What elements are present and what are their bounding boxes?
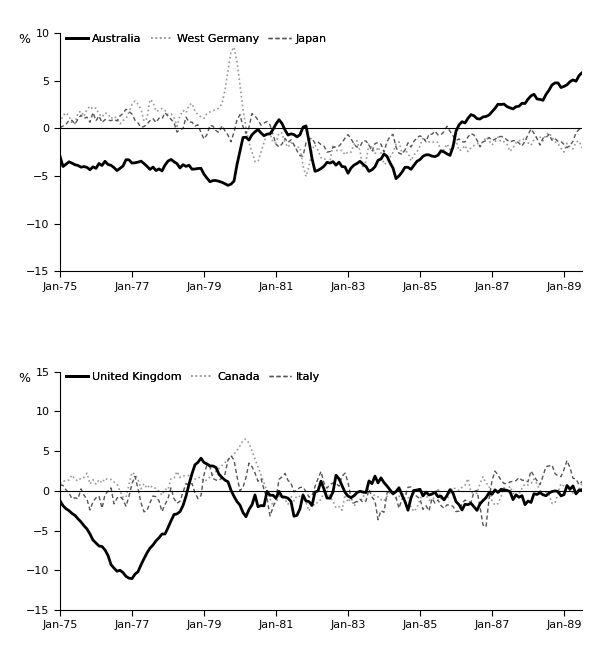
Legend: Australia, West Germany, Japan: Australia, West Germany, Japan [65,33,326,43]
Text: %: % [18,371,30,384]
Text: %: % [18,33,30,46]
Legend: United Kingdom, Canada, Italy: United Kingdom, Canada, Italy [65,373,320,382]
